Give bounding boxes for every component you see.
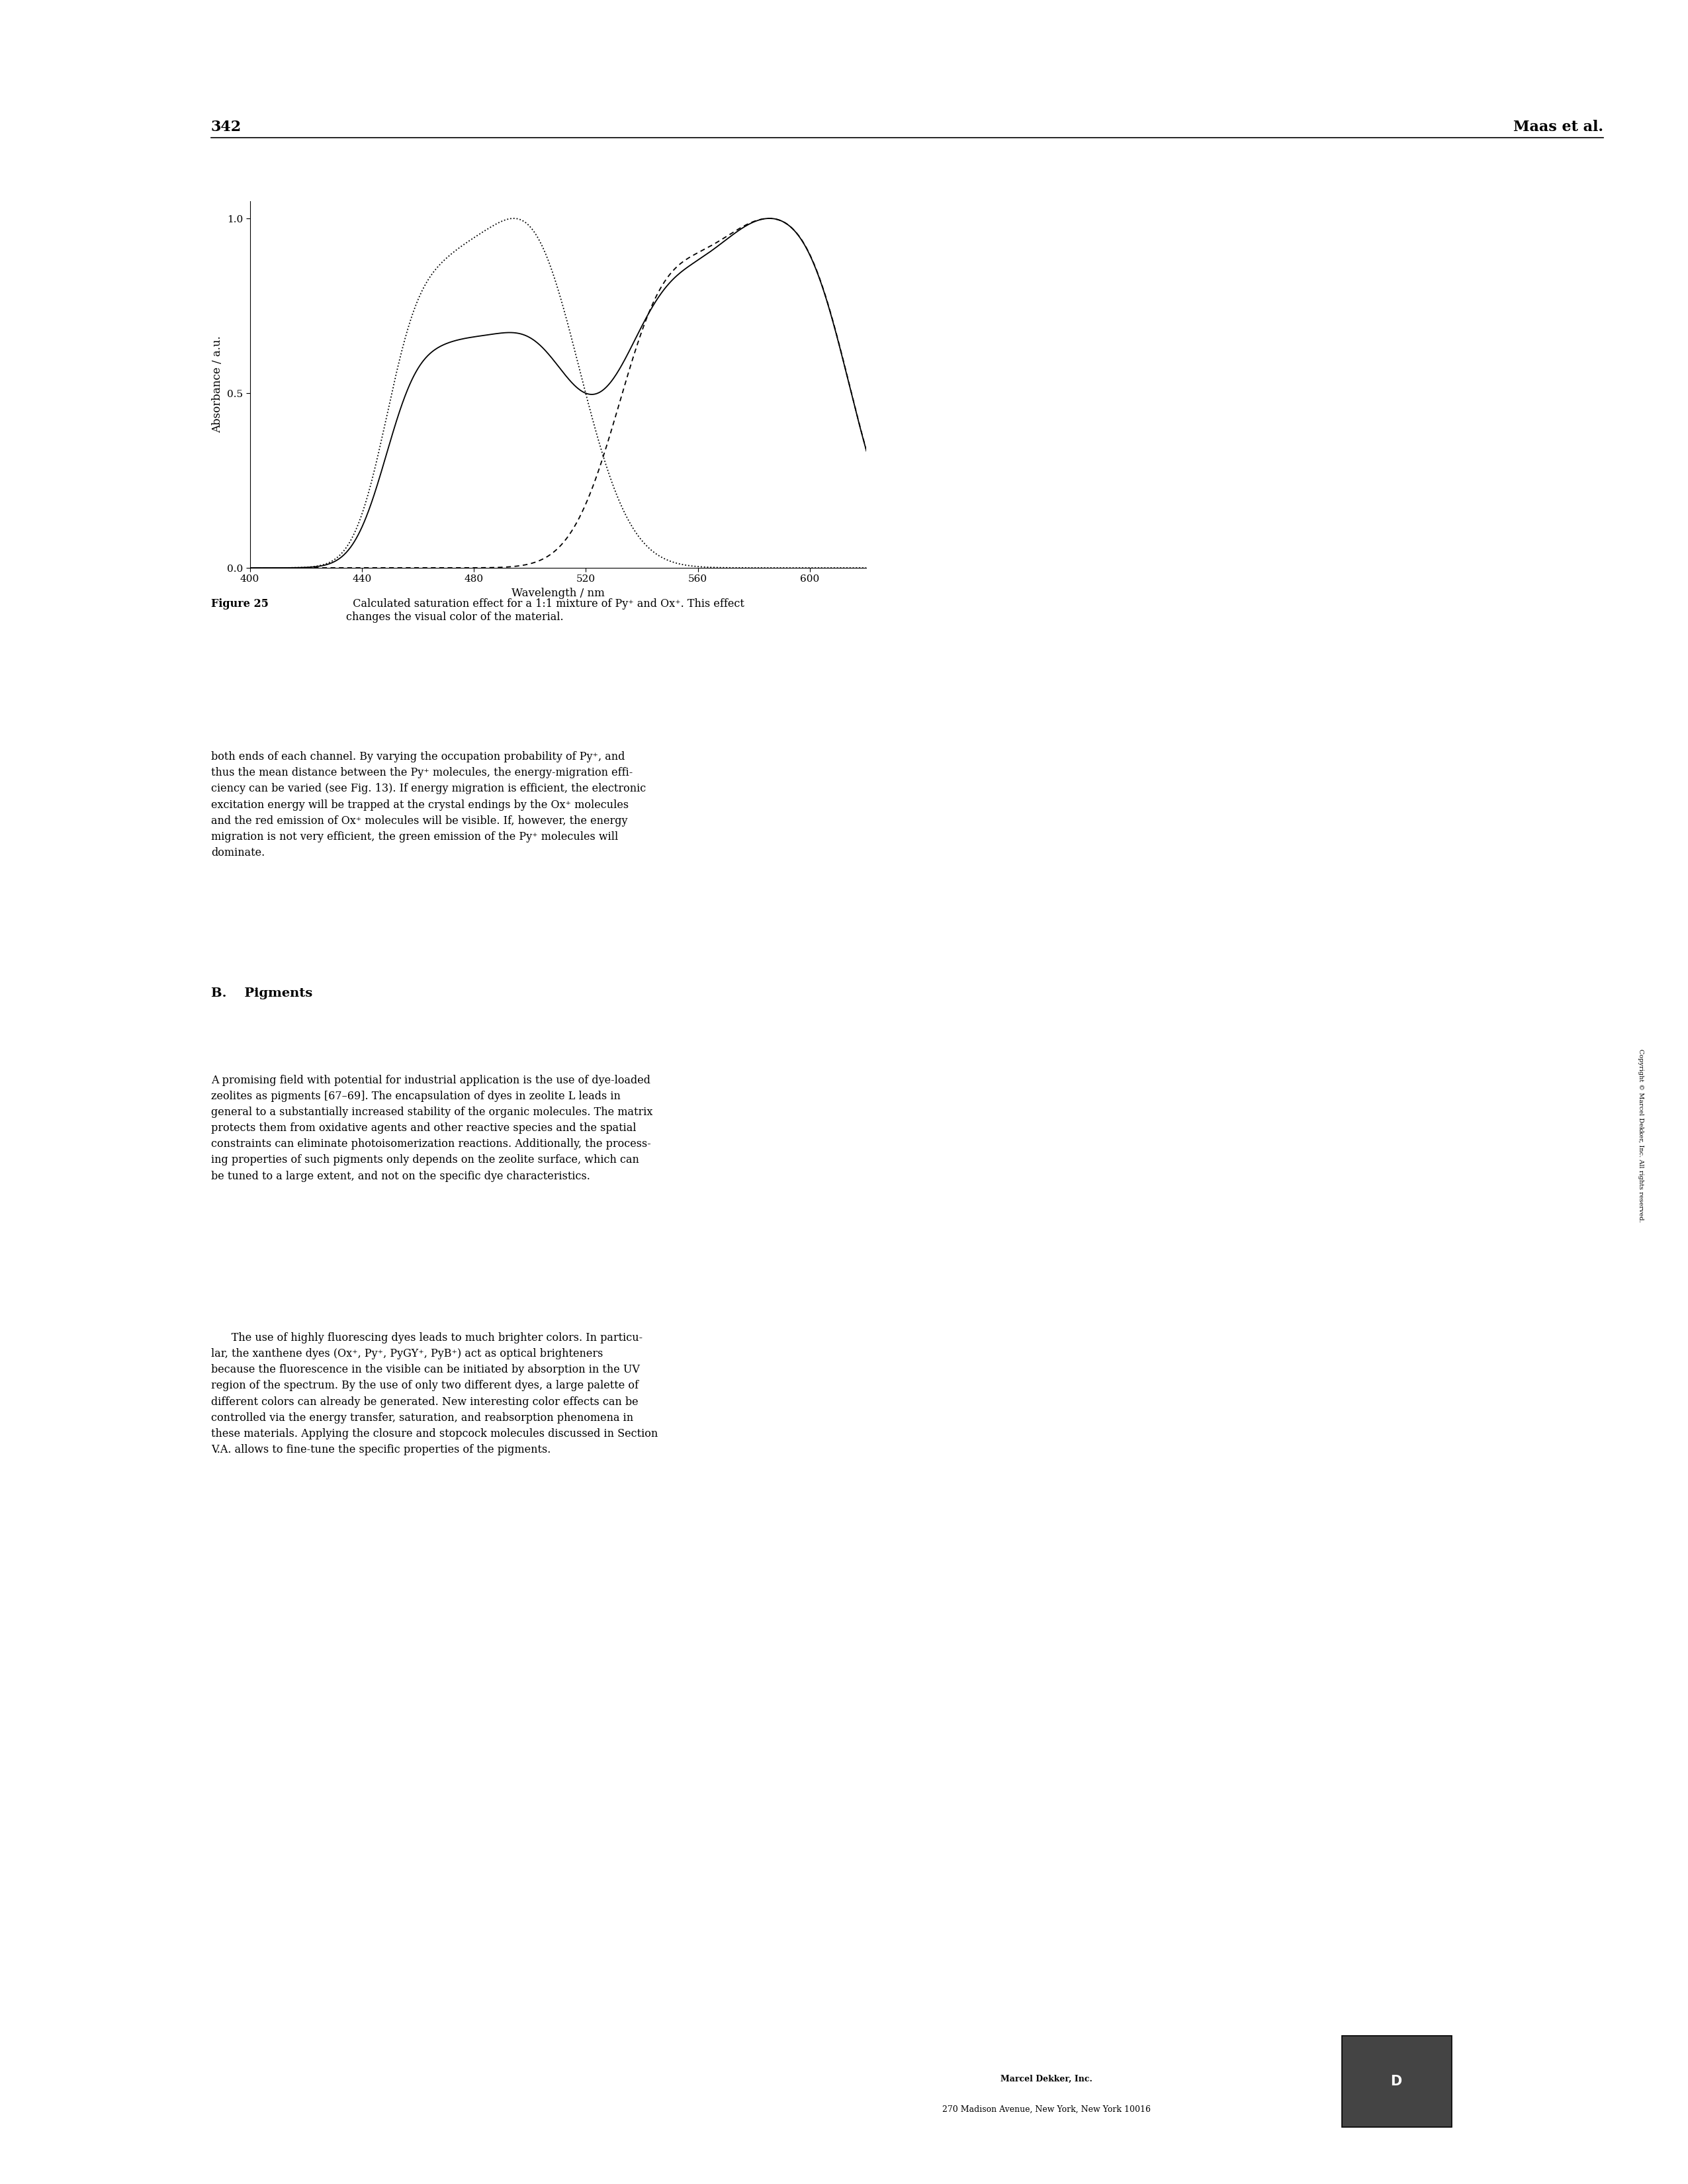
Text: Maas et al.: Maas et al. [1514, 120, 1604, 135]
Text: D: D [1391, 2075, 1401, 2088]
Text: Figure 25: Figure 25 [211, 598, 268, 609]
Text: Calculated saturation effect for a 1:1 mixture of Py⁺ and Ox⁺. This effect
chang: Calculated saturation effect for a 1:1 m… [346, 598, 744, 622]
Y-axis label: Absorbance / a.u.: Absorbance / a.u. [213, 336, 223, 432]
FancyBboxPatch shape [1342, 2035, 1452, 2127]
Text: A promising field with potential for industrial application is the use of dye-lo: A promising field with potential for ind… [211, 1075, 653, 1182]
X-axis label: Wavelength / nm: Wavelength / nm [511, 587, 604, 598]
Text: The use of highly fluorescing dyes leads to much brighter colors. In particu-
la: The use of highly fluorescing dyes leads… [211, 1332, 658, 1455]
Text: 270 Madison Avenue, New York, New York 10016: 270 Madison Avenue, New York, New York 1… [942, 2105, 1151, 2114]
Text: Marcel Dekker, Inc.: Marcel Dekker, Inc. [1001, 2075, 1092, 2084]
Text: B.    Pigments: B. Pigments [211, 987, 312, 998]
Text: both ends of each channel. By varying the occupation probability of Py⁺, and
thu: both ends of each channel. By varying th… [211, 751, 647, 858]
Text: 342: 342 [211, 120, 241, 135]
Text: Copyright © Marcel Dekker, Inc. All rights reserved.: Copyright © Marcel Dekker, Inc. All righ… [1637, 1048, 1644, 1223]
